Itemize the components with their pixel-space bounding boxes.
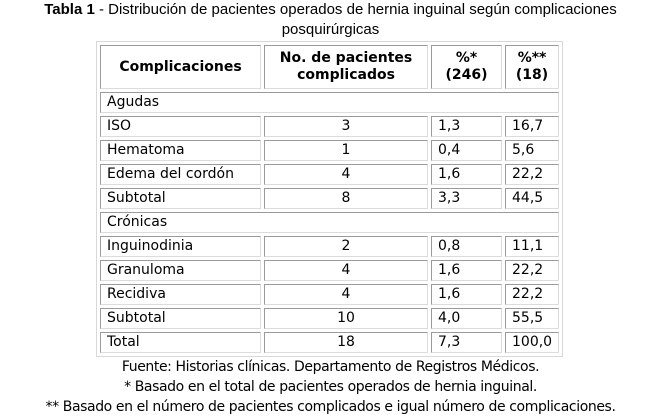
footnote-double-asterisk: ** Basado en el número de pacientes comp… [45, 399, 616, 415]
cell-complicacion: Recidiva [100, 284, 261, 305]
cell-pct-246: 3,3 [431, 188, 502, 209]
cell-pct-246: 4,0 [431, 308, 502, 329]
cell-pct-18: 11,1 [505, 236, 560, 257]
cell-no-pacientes: 2 [264, 236, 428, 257]
cell-pct-18: 22,2 [505, 164, 560, 185]
table-row: ISO 3 1,3 16,7 [100, 116, 560, 137]
cell-no-pacientes: 8 [264, 188, 428, 209]
header-pct-246: %* (246) [431, 45, 502, 89]
group-row: Agudas [100, 92, 560, 113]
cell-pct-18: 100,0 [505, 332, 560, 353]
cell-complicacion: Inguinodinia [100, 236, 261, 257]
table-caption: Tabla 1 - Distribución de pacientes oper… [0, 0, 661, 40]
cell-no-pacientes: 1 [264, 140, 428, 161]
cell-pct-18: 5,6 [505, 140, 560, 161]
table-row: Subtotal 10 4,0 55,5 [100, 308, 560, 329]
table-row: Hematoma 1 0,4 5,6 [100, 140, 560, 161]
cell-pct-18: 44,5 [505, 188, 560, 209]
cell-pct-246: 1,6 [431, 284, 502, 305]
complications-table: Complicaciones No. de pacientes complicad… [96, 41, 564, 357]
header-row: Complicaciones No. de pacientes complicad… [100, 45, 560, 89]
group-row: Crónicas [100, 212, 560, 233]
cell-complicacion: Edema del cordón [100, 164, 261, 185]
group-label: Crónicas [100, 212, 560, 233]
cell-pct-18: 22,2 [505, 260, 560, 281]
cell-complicacion: Hematoma [100, 140, 261, 161]
cell-no-pacientes: 4 [264, 164, 428, 185]
cell-complicacion: Subtotal [100, 188, 261, 209]
cell-complicacion: Granuloma [100, 260, 261, 281]
header-no-pacientes: No. de pacientes complicados [264, 45, 428, 89]
group-label: Agudas [100, 92, 560, 113]
caption-line2: posquirúrgicas [281, 21, 380, 38]
table-container: Complicaciones No. de pacientes complicad… [96, 41, 661, 357]
footnote-source: Fuente: Historias clínicas. Departamento… [121, 359, 540, 375]
table-row: Inguinodinia 2 0,8 11,1 [100, 236, 560, 257]
cell-pct-246: 7,3 [431, 332, 502, 353]
cell-no-pacientes: 10 [264, 308, 428, 329]
table-row: Subtotal 8 3,3 44,5 [100, 188, 560, 209]
table-label: Tabla 1 [44, 1, 95, 18]
header-pct-18: %** (18) [505, 45, 560, 89]
footnote-single-asterisk: * Basado en el total de pacientes operad… [124, 379, 537, 395]
total-row: Total 18 7,3 100,0 [100, 332, 560, 353]
cell-pct-246: 0,8 [431, 236, 502, 257]
cell-no-pacientes: 4 [264, 260, 428, 281]
cell-pct-246: 1,6 [431, 260, 502, 281]
cell-complicacion: Subtotal [100, 308, 261, 329]
cell-pct-246: 1,6 [431, 164, 502, 185]
cell-complicacion: ISO [100, 116, 261, 137]
cell-no-pacientes: 18 [264, 332, 428, 353]
caption-text: - Distribución de pacientes operados de … [94, 1, 617, 18]
header-complicaciones: Complicaciones [100, 45, 261, 89]
cell-no-pacientes: 3 [264, 116, 428, 137]
cell-pct-18: 16,7 [505, 116, 560, 137]
cell-no-pacientes: 4 [264, 284, 428, 305]
table-row: Recidiva 4 1,6 22,2 [100, 284, 560, 305]
table-row: Granuloma 4 1,6 22,2 [100, 260, 560, 281]
cell-pct-18: 55,5 [505, 308, 560, 329]
cell-pct-246: 1,3 [431, 116, 502, 137]
table-row: Edema del cordón 4 1,6 22,2 [100, 164, 560, 185]
cell-complicacion: Total [100, 332, 261, 353]
cell-pct-246: 0,4 [431, 140, 502, 161]
cell-pct-18: 22,2 [505, 284, 560, 305]
